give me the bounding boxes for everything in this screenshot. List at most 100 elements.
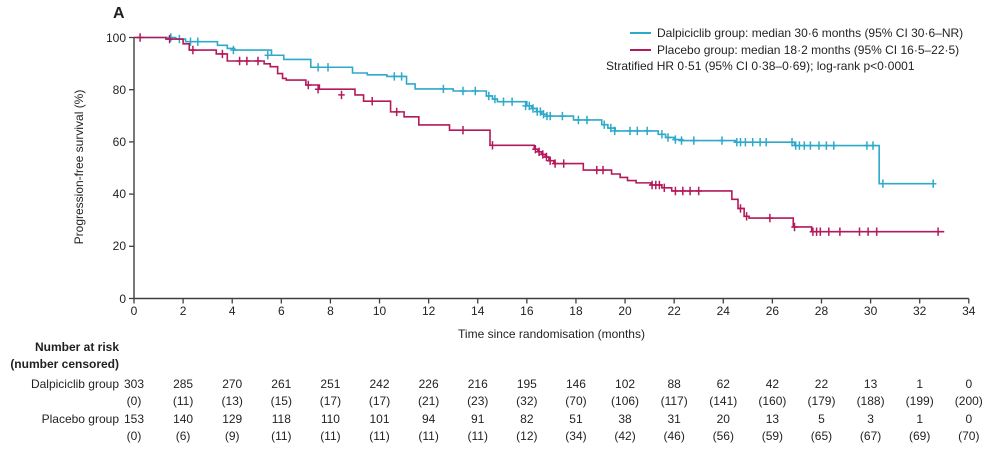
risk-censored-cell: (67) xyxy=(859,429,882,443)
risk-censored-cell: (0) xyxy=(126,429,142,443)
risk-censored-cell: (11) xyxy=(467,429,488,443)
risk-count-cell: 88 xyxy=(667,377,681,391)
risk-count-cell: 3 xyxy=(867,412,874,426)
censor-marks-dalpiciclib xyxy=(167,33,937,188)
axes xyxy=(133,37,969,300)
x-axis-title: Time since randomisation (months) xyxy=(458,327,645,341)
legend-entry-placebo: Placebo group: median 18·2 months (95% C… xyxy=(604,41,963,58)
risk-censored-cell: (46) xyxy=(663,429,685,443)
risk-count-cell: 38 xyxy=(618,412,632,426)
y-tick-label: 80 xyxy=(112,82,126,97)
risk-count-cell: 13 xyxy=(765,412,780,426)
risk-count-cell: 129 xyxy=(222,412,243,426)
x-tick-label: 34 xyxy=(962,304,976,318)
risk-censored-cell: (117) xyxy=(660,394,688,408)
risk-censored-cell: (106) xyxy=(611,394,640,408)
legend-entry-dalpiciclib-label: Dalpiciclib group: median 30·6 months (9… xyxy=(657,25,964,40)
risk-row-label: Dalpiciclib group xyxy=(30,377,119,391)
x-tick-label: 6 xyxy=(277,304,285,318)
risk-count-cell: 195 xyxy=(516,377,537,391)
x-tick-label: 26 xyxy=(765,304,780,318)
risk-censored-cell: (17) xyxy=(368,394,391,408)
y-tick-label: 100 xyxy=(105,30,126,45)
risk-count-cell: 146 xyxy=(565,377,586,391)
x-tick-label: 32 xyxy=(913,304,927,318)
legend-hr-note: Stratified HR 0·51 (95% CI 0·38–0·69); l… xyxy=(606,59,915,73)
risk-table-subheader: (number censored) xyxy=(10,357,119,371)
y-axis-title: Progression-free survival (%) xyxy=(72,89,86,245)
risk-count-cell: 101 xyxy=(369,412,390,426)
risk-censored-cell: (23) xyxy=(467,394,489,408)
risk-count-cell: 51 xyxy=(569,412,583,426)
x-tick-label: 20 xyxy=(618,304,632,318)
risk-count-cell: 5 xyxy=(818,412,825,426)
risk-censored-cell: (11) xyxy=(172,394,194,408)
risk-count-cell: 13 xyxy=(863,377,878,391)
risk-count-cell: 91 xyxy=(471,412,485,426)
risk-censored-cell: (200) xyxy=(954,394,982,408)
km-curve-placebo xyxy=(134,36,945,233)
risk-count-cell: 62 xyxy=(716,377,730,391)
risk-count-cell: 20 xyxy=(716,412,730,426)
risk-count-cell: 0 xyxy=(965,412,973,426)
risk-censored-cell: (69) xyxy=(909,429,931,443)
x-tick-label: 22 xyxy=(667,304,681,318)
x-tick-label: 12 xyxy=(421,304,436,318)
risk-censored-cell: (9) xyxy=(224,429,240,443)
risk-censored-cell: (141) xyxy=(709,394,738,408)
y-tick-label: 20 xyxy=(112,239,126,254)
x-tick-label: 30 xyxy=(863,304,878,318)
x-tick-label: 4 xyxy=(228,304,236,318)
risk-count-cell: 226 xyxy=(418,377,439,391)
risk-count-cell: 270 xyxy=(222,377,243,391)
risk-censored-cell: (59) xyxy=(761,429,784,443)
risk-censored-cell: (15) xyxy=(270,394,292,408)
risk-count-cell: 303 xyxy=(123,377,145,391)
risk-count-cell: 285 xyxy=(173,377,194,391)
risk-censored-cell: (17) xyxy=(319,394,342,408)
x-tick-label: 14 xyxy=(471,304,485,318)
risk-count-cell: 94 xyxy=(421,412,436,426)
risk-censored-cell: (32) xyxy=(516,394,538,408)
risk-count-cell: 31 xyxy=(667,412,681,426)
risk-censored-cell: (70) xyxy=(958,429,980,443)
risk-count-cell: 82 xyxy=(520,412,534,426)
risk-censored-cell: (179) xyxy=(807,394,836,408)
x-tick-label: 10 xyxy=(372,304,387,318)
risk-count-cell: 102 xyxy=(615,377,636,391)
risk-count-cell: 22 xyxy=(814,377,829,391)
dalpiciclib-line-swatch xyxy=(630,31,651,34)
x-tick-label: 24 xyxy=(716,304,730,318)
risk-censored-cell: (13) xyxy=(221,394,243,408)
risk-count-cell: 242 xyxy=(369,377,390,391)
risk-censored-cell: (12) xyxy=(516,429,538,443)
risk-count-cell: 153 xyxy=(123,412,145,426)
x-tick-label: 8 xyxy=(327,304,334,318)
risk-table-header: Number at risk xyxy=(34,340,119,354)
risk-censored-cell: (11) xyxy=(418,429,439,443)
y-tick-label: 60 xyxy=(112,134,126,149)
x-tick-label: 18 xyxy=(569,304,583,318)
risk-censored-cell: (11) xyxy=(369,429,390,443)
y-tick-label: 40 xyxy=(112,187,126,202)
risk-censored-cell: (70) xyxy=(565,394,587,408)
x-tick-label: 28 xyxy=(814,304,829,318)
risk-row-label: Placebo group xyxy=(41,412,119,426)
x-tick-label: 16 xyxy=(520,304,534,318)
risk-count-cell: 42 xyxy=(765,377,780,391)
risk-censored-cell: (42) xyxy=(614,429,636,443)
risk-count-cell: 251 xyxy=(320,377,341,391)
placebo-line-swatch xyxy=(630,48,651,51)
legend-entry-placebo-label: Placebo group: median 18·2 months (95% C… xyxy=(657,42,960,57)
legend: Dalpiciclib group: median 30·6 months (9… xyxy=(604,24,963,75)
risk-censored-cell: (160) xyxy=(758,394,787,408)
risk-censored-cell: (21) xyxy=(417,394,440,408)
risk-censored-cell: (0) xyxy=(126,394,142,408)
panel-label: A xyxy=(113,5,125,22)
risk-count-cell: 1 xyxy=(916,412,924,426)
risk-censored-cell: (56) xyxy=(712,429,734,443)
risk-count-cell: 216 xyxy=(467,377,488,391)
risk-count-cell: 0 xyxy=(965,377,973,391)
